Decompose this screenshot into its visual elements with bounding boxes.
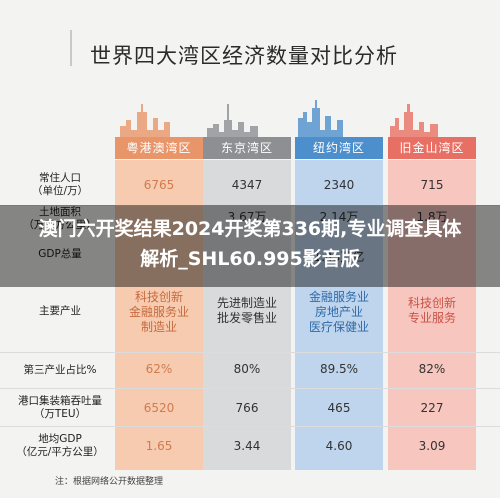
source-note: 注：根据网络公开数据整理 bbox=[55, 477, 164, 487]
column-gba bbox=[115, 160, 203, 470]
cell-population-sf: 715 bbox=[420, 178, 444, 192]
headline-overlay bbox=[0, 205, 500, 287]
cell-tertiary-sf: 82% bbox=[418, 362, 446, 376]
row-label-tertiary: 第三产业占比% bbox=[23, 364, 97, 376]
page-title: 世界四大湾区经济数量对比分析 bbox=[90, 44, 398, 68]
cell-tertiary-tokyo: 80% bbox=[233, 362, 261, 376]
cell-industry-tokyo: 先进制造业 批发零售业 bbox=[216, 296, 277, 325]
cell-port-gba: 6520 bbox=[143, 401, 175, 415]
skyline-ny-icon bbox=[298, 100, 343, 138]
row-label-gdp-density: 地均GDP （亿元/平方公里） bbox=[16, 433, 104, 458]
cell-area-sf: 1.8万 bbox=[416, 210, 448, 224]
cell-population-ny: 2340 bbox=[323, 178, 355, 192]
cell-tertiary-gba: 62% bbox=[145, 362, 173, 376]
row-divider bbox=[0, 205, 500, 206]
row-label-gdp: GDP总量 bbox=[38, 248, 82, 260]
cell-area-tokyo: 3.67万 bbox=[227, 210, 267, 224]
header-gba: 粤港澳湾区 bbox=[115, 137, 203, 159]
skyline-gba-icon bbox=[120, 104, 170, 138]
cell-industry-gba: 科技创新 金融服务业 制造业 bbox=[128, 290, 189, 334]
row-label-area: 土地面积 （万平方公里） bbox=[23, 206, 97, 231]
cell-density-ny: 4.60 bbox=[325, 439, 353, 453]
row-label-population: 常住人口 （单位/万） bbox=[31, 172, 89, 197]
cell-industry-ny: 金融服务业 房地产业 医疗保健业 bbox=[308, 290, 369, 334]
cell-tertiary-ny: 89.5% bbox=[319, 362, 359, 376]
header-ny: 纽约湾区 bbox=[295, 137, 383, 159]
row-label-port: 港口集装箱吞吐量 （万TEU） bbox=[18, 395, 102, 420]
cell-port-ny: 465 bbox=[327, 401, 351, 415]
header-sf: 旧金山湾区 bbox=[388, 137, 476, 159]
skyline-sf-icon bbox=[390, 104, 438, 138]
row-divider bbox=[0, 352, 500, 353]
cell-gdp-ny: 1.45万亿 bbox=[313, 250, 365, 264]
row-label-industry: 主要产业 bbox=[39, 305, 81, 317]
cell-density-tokyo: 3.44 bbox=[233, 439, 261, 453]
row-divider bbox=[0, 426, 500, 427]
header-tokyo: 东京湾区 bbox=[203, 137, 291, 159]
cell-density-sf: 3.09 bbox=[418, 439, 446, 453]
cell-density-gba: 1.65 bbox=[145, 439, 173, 453]
cell-population-gba: 6765 bbox=[143, 178, 175, 192]
cell-area-ny: 2.14万 bbox=[319, 210, 359, 224]
row-divider bbox=[0, 388, 500, 389]
column-ny bbox=[295, 160, 383, 470]
cell-industry-sf: 科技创新 专业服务 bbox=[407, 296, 456, 325]
column-tokyo bbox=[203, 160, 291, 470]
cell-population-tokyo: 4347 bbox=[231, 178, 263, 192]
cell-port-tokyo: 766 bbox=[235, 401, 259, 415]
headline-text: 澳门六开奖结果2024开奖第336期,专业调查具体解析_SHL60.995影音版 bbox=[38, 218, 462, 270]
cell-port-sf: 227 bbox=[420, 401, 444, 415]
title-accent-bar bbox=[70, 30, 72, 66]
column-sf bbox=[388, 160, 476, 470]
skyline-tokyo-icon bbox=[207, 104, 258, 138]
